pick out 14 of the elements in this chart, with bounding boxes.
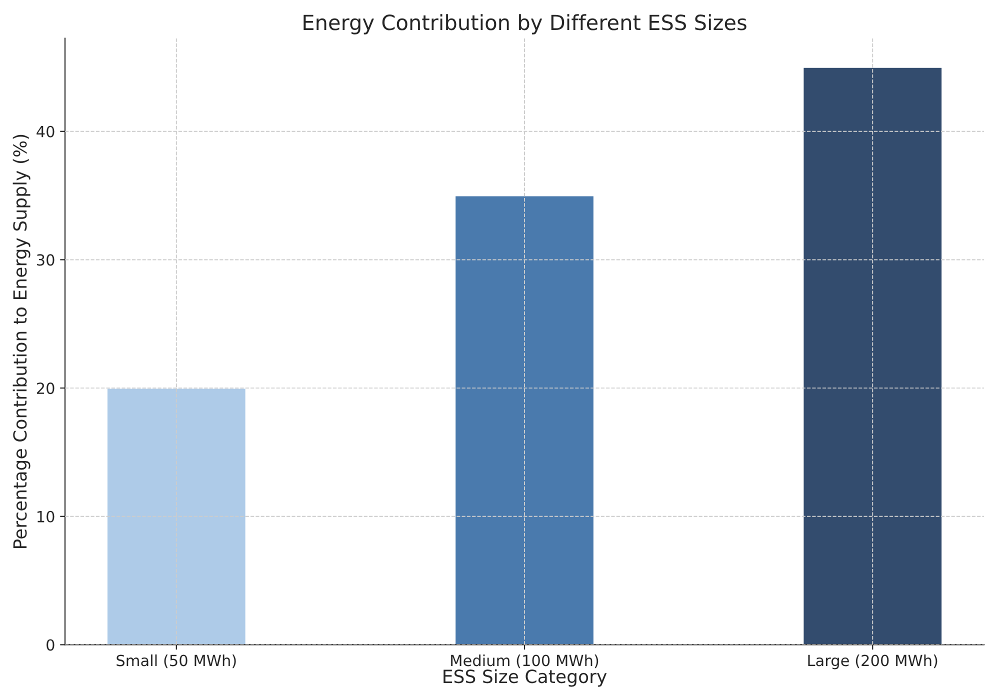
bar: [802, 66, 943, 645]
x-tick-label: Large (200 MWh): [808, 654, 938, 670]
bar: [454, 194, 595, 645]
chart-title: Energy Contribution by Different ESS Sizes: [304, 14, 746, 34]
x-tick-label: Medium (100 MWh): [451, 654, 598, 668]
bar: [106, 387, 247, 645]
y-tick-label: 40: [36, 126, 54, 138]
y-tick-label: 20: [36, 382, 54, 394]
x-tick-label: Small (50 MWh): [116, 654, 236, 668]
y-tick-label: 10: [38, 510, 54, 522]
x-axis-title: ESS Size Category: [444, 669, 607, 687]
y-tick-label: 0: [46, 639, 54, 651]
y-tick-label: 30: [37, 254, 54, 266]
y-axis-title: Percentage Contribution to Energy Supply (%): [12, 134, 30, 548]
